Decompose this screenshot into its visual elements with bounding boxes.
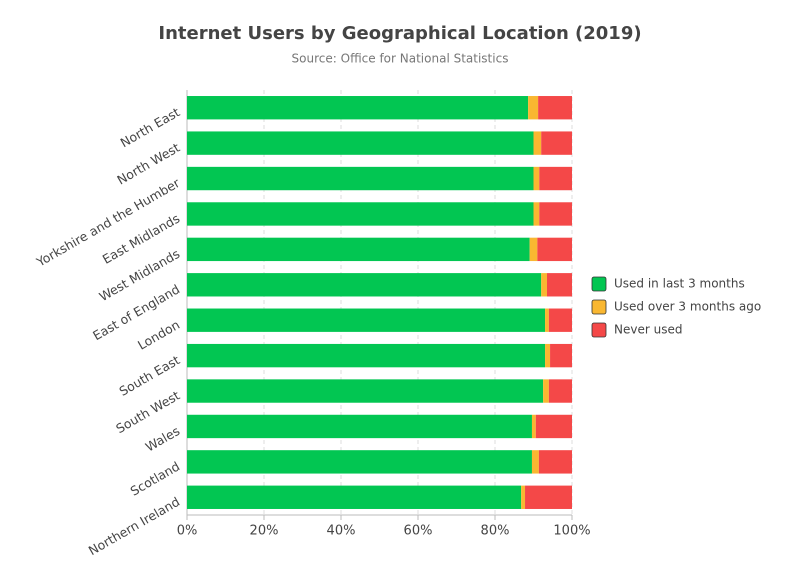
bar-segment	[187, 237, 530, 262]
bar-segment	[187, 273, 542, 297]
bar-segment	[538, 96, 572, 120]
bar-segment	[541, 273, 547, 297]
legend-swatch	[591, 322, 607, 338]
bar-segment	[187, 96, 529, 120]
y-tick-label: Scotland	[128, 459, 183, 499]
bar-segment	[187, 414, 532, 439]
x-tick-label: 80%	[481, 524, 510, 539]
bar-segment	[187, 202, 534, 226]
bar-segment	[187, 131, 534, 155]
bar-segment	[546, 273, 572, 297]
bar-segment	[545, 308, 549, 332]
bar-segment	[533, 131, 542, 155]
bar-segment	[543, 379, 549, 403]
bar-segment	[521, 485, 526, 509]
bar-segment	[539, 166, 572, 191]
bar-segment	[187, 485, 522, 509]
bar-segment	[187, 166, 534, 191]
bar-segment	[538, 450, 572, 474]
x-tick-label: 0%	[177, 524, 198, 539]
bar-segment	[537, 237, 572, 262]
chart-subtitle: Source: Office for National Statistics	[292, 52, 509, 66]
bar-segment	[529, 237, 538, 262]
x-tick-label: 60%	[404, 524, 433, 539]
x-tick-label: 100%	[553, 524, 590, 539]
bar-segment	[550, 343, 572, 368]
bar-segment	[548, 379, 572, 403]
legend-label: Used over 3 months ago	[614, 300, 761, 314]
legend-label: Used in last 3 months	[614, 277, 745, 291]
bar-segment	[535, 414, 572, 439]
bar-segment	[539, 202, 572, 226]
bar-segment	[533, 166, 540, 191]
bar-segment	[187, 450, 532, 474]
bar-segment	[187, 343, 546, 368]
legend-swatch	[591, 276, 607, 292]
x-tick-label: 40%	[327, 524, 356, 539]
bar-segment	[545, 343, 551, 368]
bar-segment	[187, 308, 546, 332]
y-tick-label: Northern Ireland	[86, 494, 182, 558]
legend-swatch	[591, 299, 607, 315]
y-tick-label: London	[135, 317, 182, 353]
y-tick-label: Wales	[143, 423, 182, 454]
bar-segment	[531, 450, 539, 474]
chart-title: Internet Users by Geographical Location …	[158, 23, 641, 44]
x-tick-label: 20%	[250, 524, 279, 539]
bar-segment	[541, 131, 572, 155]
legend-label: Never used	[614, 323, 682, 337]
bar-segment	[548, 308, 572, 332]
bar-segment	[533, 202, 540, 226]
bar-segment	[187, 379, 544, 403]
bar-segment	[531, 414, 536, 439]
bar-segment	[525, 485, 572, 509]
bar-segment	[528, 96, 539, 120]
